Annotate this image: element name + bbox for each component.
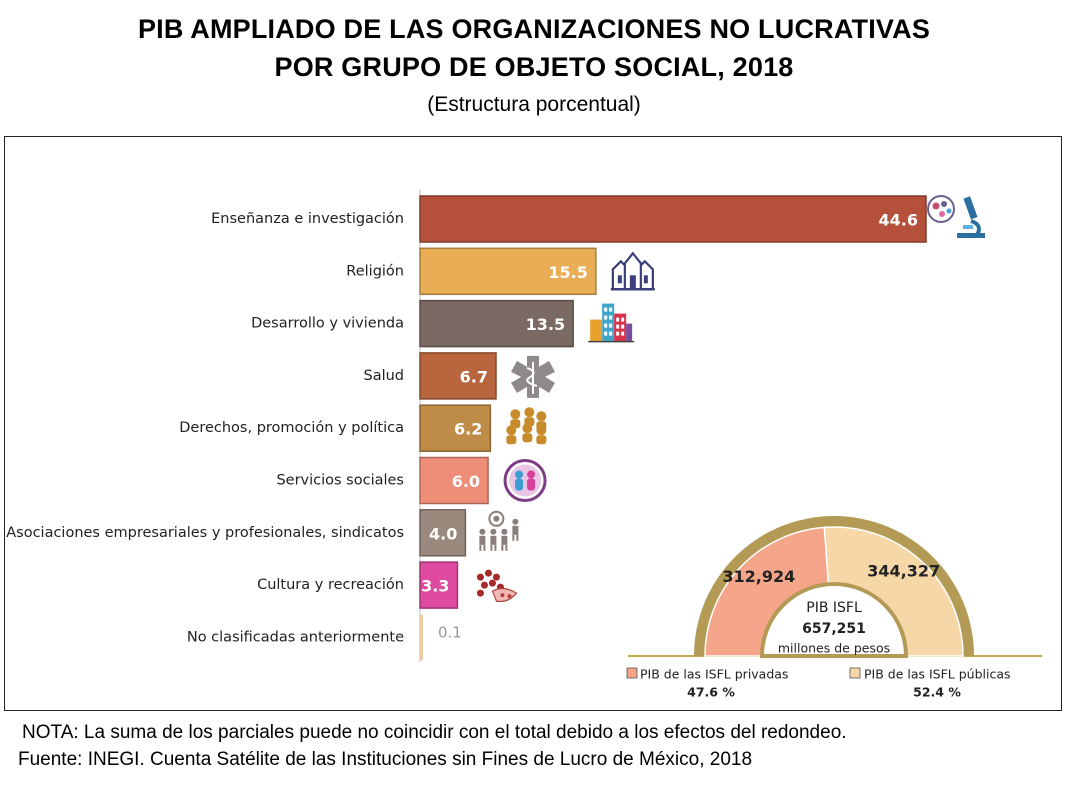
source-text: Fuente: INEGI. Cuenta Satélite de las In… [18, 749, 753, 770]
bar [419, 352, 497, 400]
pie-center-title: PIB ISFL [806, 600, 862, 616]
chart-subtitle: (Estructura porcentual) [427, 93, 641, 116]
legend-swatch [849, 667, 861, 679]
workers-icon [479, 510, 519, 551]
legend-label: PIB de las ISFL privadas [640, 667, 788, 682]
pie-center-hole [759, 582, 909, 658]
chart-frame [4, 136, 1062, 711]
category-label: Salud [363, 368, 404, 384]
bar-value-label: 4.0 [429, 524, 457, 543]
people-group-icon [506, 407, 547, 445]
bar-value-label: 6.0 [452, 472, 480, 491]
pie-slice-value-label: 312,924 [722, 567, 795, 586]
bar-value-label: 13.5 [526, 315, 565, 334]
bar [419, 509, 467, 557]
bar-value-label: 15.5 [548, 263, 587, 282]
category-label: Cultura y recreación [257, 577, 404, 593]
bar-value-label: 6.2 [454, 420, 482, 439]
chart-title-line-2: POR GRUPO DE OBJETO SOCIAL, 2018 [274, 52, 794, 82]
category-label: Derechos, promoción y política [179, 420, 404, 436]
bar [419, 299, 574, 348]
bar-value-label: 6.7 [460, 367, 488, 386]
pie-slice-value-label: 344,327 [867, 561, 940, 580]
pie-center-value: 657,251 [802, 621, 866, 637]
microscope-icon [927, 195, 985, 238]
family-icon [503, 459, 547, 502]
category-label: Religión [346, 263, 404, 279]
bar [419, 404, 492, 452]
legend-percent: 52.4 % [913, 685, 961, 700]
legend-swatch [626, 667, 638, 679]
category-label: No clasificadas anteriormente [187, 629, 404, 645]
category-label: Desarrollo y vivienda [251, 316, 404, 332]
pie-center-unit: millones de pesos [778, 641, 890, 656]
bar-value-label: 3.3 [421, 577, 449, 596]
legend-label: PIB de las ISFL públicas [864, 667, 1011, 682]
note-text: NOTA: La suma de los parciales puede no … [22, 722, 847, 743]
caduceus-icon [511, 355, 556, 398]
bar [419, 195, 927, 243]
chart-title-line-1: PIB AMPLIADO DE LAS ORGANIZACIONES NO LU… [137, 14, 931, 44]
culture-icon [476, 569, 518, 603]
church-icon [610, 251, 655, 291]
bar [419, 561, 459, 609]
category-label: Enseñanza e investigación [211, 211, 404, 227]
bar [419, 247, 597, 296]
semicircle-chart: 312,924 344,327 PIB ISFL 657,251 millones de… [626, 516, 1042, 700]
bar-chart: Enseñanza e investigación 44.6 Religión 15.… [6, 190, 927, 662]
legend-percent: 47.6 % [687, 685, 735, 700]
bar [420, 614, 423, 661]
bar [419, 456, 489, 505]
category-icons [476, 195, 985, 603]
category-label: Servicios sociales [276, 473, 404, 489]
bar-value-label: 44.6 [879, 211, 918, 230]
bar-value-label: 0.1 [438, 623, 462, 641]
category-label: Asociaciones empresariales y profesional… [6, 525, 404, 541]
buildings-icon [588, 303, 635, 343]
